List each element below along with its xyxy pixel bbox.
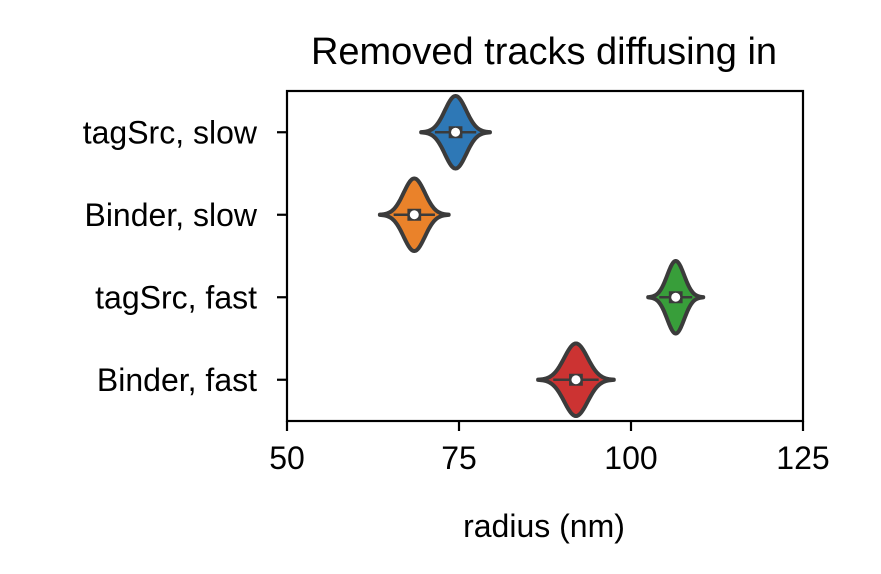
violin-median-point — [571, 375, 581, 385]
y-tick-label: tagSrc, slow — [83, 114, 258, 150]
y-axis: tagSrc, slow Binder, slow tagSrc, fast Bind… — [83, 114, 287, 398]
y-tick-label: Binder, fast — [97, 362, 257, 398]
y-tick-label: tagSrc, fast — [95, 279, 257, 315]
y-tick-label: Binder, slow — [84, 197, 257, 233]
x-axis: 50 75 100 125 — [269, 421, 830, 476]
x-tick-label: 100 — [604, 440, 657, 476]
x-tick-label: 50 — [269, 440, 305, 476]
violin-median-point — [451, 127, 461, 137]
x-tick-label: 75 — [441, 440, 477, 476]
x-tick-label: 125 — [776, 440, 829, 476]
violin-layer — [377, 93, 706, 419]
x-axis-label: radius (nm) — [463, 508, 625, 544]
plot-frame — [285, 89, 805, 423]
violin-median-point — [671, 292, 681, 302]
chart-title: Removed tracks diffusing in — [311, 31, 777, 73]
violin-median-point — [409, 210, 419, 220]
